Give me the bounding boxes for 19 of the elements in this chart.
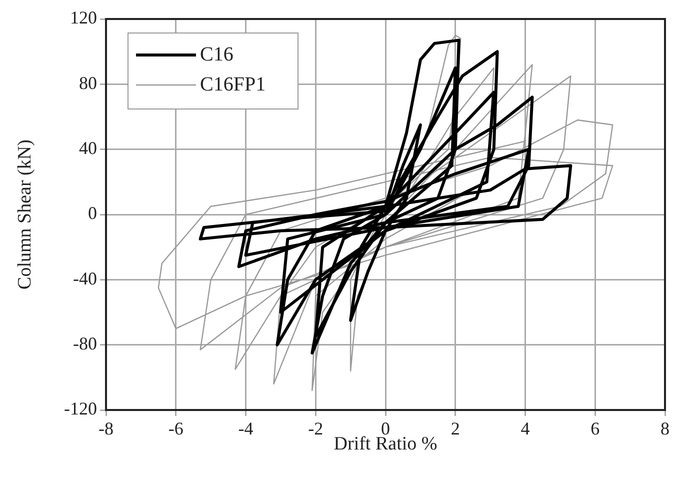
legend-label: C16FP1 [200, 73, 266, 96]
x-axis-title: Drift Ratio % [334, 434, 438, 455]
y-tick-label: 120 [70, 8, 97, 28]
y-tick-label: -40 [73, 268, 97, 288]
x-tick-label: 8 [660, 418, 670, 439]
x-tick-label: 2 [450, 418, 460, 439]
y-axis-title: Column Shear (kN) [14, 140, 36, 290]
legend-label: C16 [200, 43, 234, 66]
x-tick-label: -2 [308, 418, 324, 439]
y-tick-label: -120 [64, 398, 97, 419]
x-tick-label: -4 [238, 418, 254, 439]
x-tick-label: 6 [590, 418, 600, 439]
x-tick-label: -8 [98, 418, 114, 439]
y-tick-label: 80 [79, 72, 97, 93]
x-tick-label: -6 [168, 418, 184, 439]
y-tick-label: 40 [79, 138, 97, 158]
y-tick-label: 0 [88, 203, 97, 224]
y-tick-label: -80 [73, 334, 97, 354]
x-tick-label: 4 [520, 418, 530, 439]
